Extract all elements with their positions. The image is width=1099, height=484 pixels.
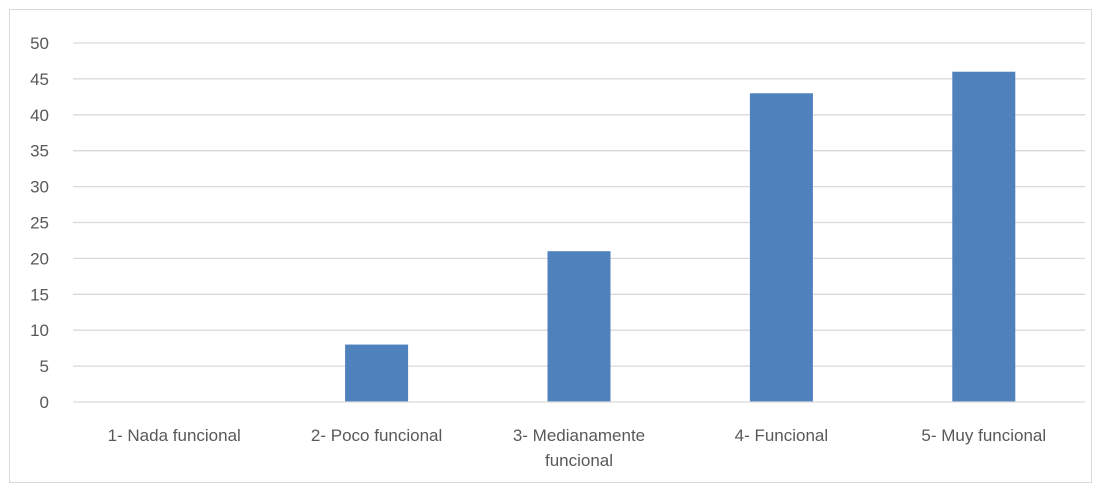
y-tick-label: 45 xyxy=(30,70,49,89)
bar xyxy=(547,251,611,402)
x-tick-label: 5- Muy funcional xyxy=(921,426,1046,445)
x-tick-label: 3- Medianamente xyxy=(513,426,645,445)
y-tick-label: 5 xyxy=(40,357,49,376)
y-tick-label: 35 xyxy=(30,142,49,161)
tick-labels: 0 5 10 15 20 25 30 35 40 45 50 1- Nada funcional 2- … xyxy=(30,34,1046,470)
bar xyxy=(345,344,409,402)
bar xyxy=(749,93,813,402)
y-tick-label: 40 xyxy=(30,106,49,125)
y-tick-label: 15 xyxy=(30,285,49,304)
y-tick-label: 30 xyxy=(30,178,49,197)
y-tick-label: 20 xyxy=(30,249,49,268)
x-tick-label: 1- Nada funcional xyxy=(108,426,241,445)
bars xyxy=(345,71,1016,402)
gridlines xyxy=(73,42,1085,367)
y-tick-label: 25 xyxy=(30,214,49,233)
x-tick-label: funcional xyxy=(545,451,613,470)
y-tick-label: 10 xyxy=(30,321,49,340)
y-tick-label: 0 xyxy=(40,393,49,412)
x-tick-label: 4- Funcional xyxy=(735,426,829,445)
chart-area xyxy=(9,9,1092,483)
bar xyxy=(952,71,1016,402)
y-tick-label: 50 xyxy=(30,34,49,53)
x-tick-label: 2- Poco funcional xyxy=(311,426,442,445)
